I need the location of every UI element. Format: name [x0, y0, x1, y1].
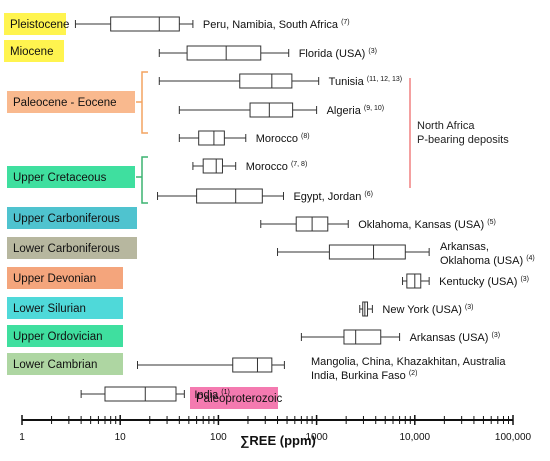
box-plot-row: [359, 301, 373, 317]
box-plot-row: [80, 386, 185, 402]
period-label: Upper Cretaceous: [13, 172, 107, 184]
period-box: [7, 267, 123, 289]
period-label: Pleistocene: [10, 19, 69, 31]
box-plot-row: [178, 102, 318, 118]
period-box: [4, 13, 66, 35]
box-iqr: [186, 45, 262, 61]
box-iqr: [239, 73, 293, 89]
deposit-label: Tunisia (11, 12, 13): [329, 76, 402, 88]
deposit-label: Morocco (7, 8): [246, 161, 308, 173]
deposit-label: Peru, Namibia, South Africa (7): [203, 19, 350, 31]
box-iqr: [328, 244, 406, 260]
deposit-ref: (11, 12, 13): [367, 76, 402, 83]
deposit-label: Oklahoma, Kansas (USA) (5): [358, 219, 496, 231]
box-iqr: [232, 357, 273, 373]
period-box: [190, 387, 278, 409]
box-iqr: [198, 130, 225, 146]
tick-label: 1: [19, 432, 25, 443]
box-plot-row: [158, 73, 320, 89]
box-iqr: [104, 386, 177, 402]
deposit-ref: (7): [341, 19, 350, 26]
box-iqr: [343, 329, 382, 345]
deposit-label: Florida (USA) (3): [299, 48, 377, 60]
deposit-label: Egypt, Jordan (6): [293, 191, 373, 203]
x-axis: 1 10 100 1000 10,000 100,000: [19, 415, 532, 443]
deposit-label: Kentucky (USA) (3): [439, 276, 529, 288]
period-box: [7, 325, 123, 347]
period-label: Lower Cambrian: [13, 359, 97, 371]
deposit-label: India (1): [194, 389, 229, 401]
box-plot-row: [192, 158, 237, 174]
deposit-label: Algeria (9, 10): [327, 105, 385, 117]
deposit-label: New York (USA) (3): [382, 304, 473, 316]
paleocene-bracket: [136, 71, 148, 134]
deposit-label-line2: India, Burkina Faso (2): [311, 370, 417, 382]
tick-label: 10: [115, 432, 127, 443]
box-plot-row: [178, 130, 247, 146]
deposit-ref: (4): [526, 255, 535, 262]
period-box: [7, 166, 135, 188]
box-plot-row: [260, 216, 349, 232]
period-labels: Pleistocene Miocene Paleocene - Eocene Uppe…: [4, 13, 283, 409]
period-label: Upper Ordovician: [13, 331, 102, 343]
period-box: [4, 40, 64, 62]
box-plot-row: [402, 273, 430, 289]
box-plots: [74, 16, 430, 402]
period-label: Lower Silurian: [13, 303, 86, 315]
period-box: [7, 91, 135, 113]
period-label: Miocene: [10, 46, 53, 58]
box-iqr: [202, 158, 223, 174]
deposit-labels: Peru, Namibia, South Africa (7) Florida (…: [194, 19, 534, 401]
deposit-label: Mangolia, China, Khazakhitan, Australia: [311, 356, 506, 368]
box-plot-row: [300, 329, 401, 345]
box-plot-row: [136, 357, 285, 373]
deposit-ref: (2): [409, 370, 418, 377]
tick-label: 100,000: [495, 432, 532, 443]
box-plot-row: [277, 244, 430, 260]
deposit-label-line2: Oklahoma (USA) (4): [440, 255, 535, 267]
period-label: Upper Devonian: [13, 273, 96, 285]
x-axis-title: ∑REE (ppm): [240, 433, 316, 448]
period-box: [7, 237, 137, 259]
deposit-label: Arkansas,: [440, 241, 489, 253]
deposit-ref: (7, 8): [291, 161, 307, 168]
box-iqr: [406, 273, 422, 289]
deposit-label: Arkansas (USA) (3): [410, 332, 500, 344]
period-box: [7, 353, 123, 375]
tick-label: 1000: [305, 432, 328, 443]
box-iqr: [249, 102, 294, 118]
tick-label: 100: [210, 432, 227, 443]
period-box: [7, 207, 137, 229]
box-plot-row: [74, 16, 194, 32]
deposit-label: Morocco (8): [256, 133, 310, 145]
deposit-ref: (6): [364, 191, 373, 198]
period-box: [7, 297, 123, 319]
tick-label: 10,000: [400, 432, 431, 443]
deposit-ref: (3): [492, 332, 501, 339]
box-iqr: [196, 188, 263, 204]
box-plot-row: [158, 45, 290, 61]
cretaceous-bracket: [136, 156, 148, 204]
period-label: Lower Carboniferous: [13, 243, 120, 255]
deposit-ref: (3): [520, 276, 529, 283]
deposit-ref: (3): [368, 48, 377, 55]
period-label: Paleocene - Eocene: [13, 97, 117, 109]
deposit-ref: (3): [465, 304, 474, 311]
deposit-ref: (9, 10): [364, 105, 384, 112]
deposit-ref: (1): [221, 389, 230, 396]
north-africa-bracket-label: North Africa: [417, 120, 475, 132]
period-label: Paleoproterozoic: [196, 393, 283, 405]
north-africa-bracket-label-line2: P-bearing deposits: [417, 134, 509, 146]
deposit-ref: (8): [301, 133, 310, 140]
brackets: North Africa P-bearing deposits: [136, 71, 509, 204]
period-label: Upper Carboniferous: [13, 213, 120, 225]
deposit-ref: (5): [487, 219, 496, 226]
box-plot-row: [157, 188, 284, 204]
box-iqr: [110, 16, 180, 32]
